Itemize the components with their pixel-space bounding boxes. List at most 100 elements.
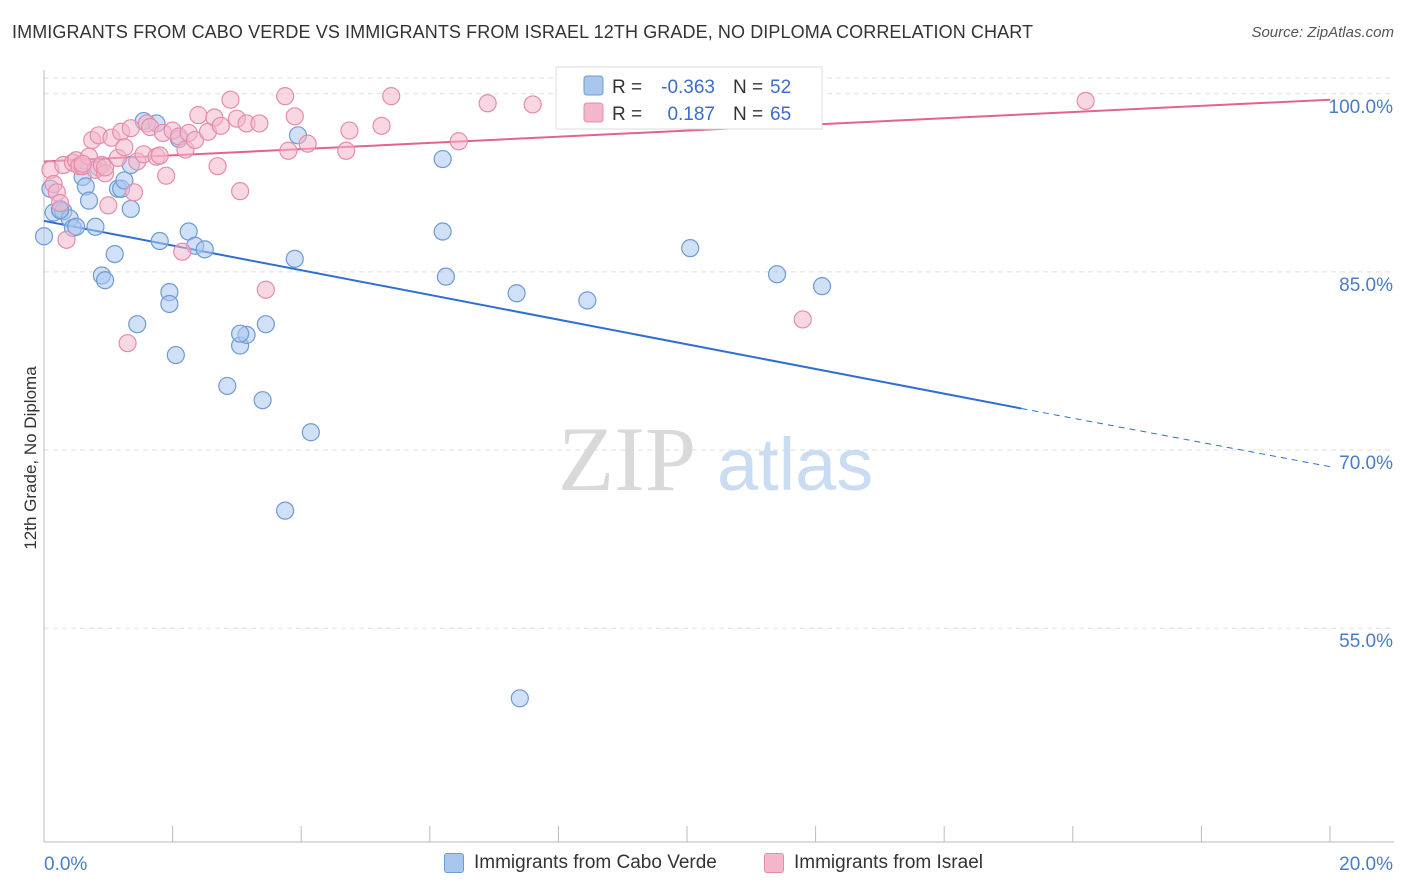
chart-title: IMMIGRANTS FROM CABO VERDE VS IMMIGRANTS… bbox=[12, 22, 1034, 42]
point-cabo-verde-27 bbox=[166, 345, 185, 365]
point-israel-5 bbox=[57, 230, 76, 249]
point-israel-62 bbox=[793, 310, 812, 329]
point-cabo-verde-19 bbox=[121, 199, 140, 219]
point-israel-59 bbox=[478, 94, 497, 113]
y-tick-label-100: 100.0% bbox=[1329, 97, 1394, 118]
stats-r-value-1: -0.363 bbox=[661, 77, 715, 98]
point-cabo-verde-32 bbox=[218, 376, 237, 396]
stats-r-label-1: R = bbox=[612, 77, 642, 98]
y-tick-label-85: 85.0% bbox=[1339, 275, 1393, 296]
grid-lines bbox=[44, 77, 1394, 629]
point-cabo-verde-14 bbox=[95, 271, 115, 290]
legend-item-israel: Immigrants from Israel bbox=[764, 852, 983, 874]
point-cabo-verde-21 bbox=[128, 315, 147, 334]
legend-label-israel: Immigrants from Israel bbox=[794, 852, 983, 873]
point-israel-56 bbox=[372, 116, 391, 135]
point-israel-57 bbox=[382, 87, 401, 106]
point-israel-49 bbox=[256, 280, 275, 299]
point-israel-43 bbox=[211, 116, 230, 135]
point-israel-35 bbox=[173, 242, 192, 261]
legend-item-cabo-verde: Immigrants from Cabo Verde bbox=[444, 852, 717, 874]
stats-r-label-2: R = bbox=[612, 104, 642, 125]
point-israel-22 bbox=[118, 334, 137, 353]
point-cabo-verde-11 bbox=[86, 217, 105, 236]
watermark-atlas: atlas bbox=[717, 423, 873, 506]
point-israel-55 bbox=[340, 121, 359, 140]
x-tick-label-min: 0.0% bbox=[44, 854, 87, 875]
point-israel-60 bbox=[523, 95, 542, 114]
point-cabo-verde-44 bbox=[507, 284, 526, 303]
point-cabo-verde-37 bbox=[276, 501, 295, 520]
trend-line-cabo-verde-extrapolated bbox=[1021, 408, 1331, 468]
stats-n-label-1: N = bbox=[733, 77, 763, 98]
legend-swatch-israel bbox=[764, 853, 784, 873]
point-cabo-verde-46 bbox=[578, 291, 597, 310]
point-israel-3 bbox=[50, 193, 70, 213]
point-israel-58 bbox=[449, 132, 468, 151]
series-legend: Immigrants from Cabo Verde Immigrants fr… bbox=[0, 852, 1406, 878]
point-cabo-verde-0 bbox=[34, 227, 54, 246]
point-cabo-verde-24 bbox=[150, 231, 169, 251]
point-israel-44 bbox=[221, 90, 240, 109]
stats-r-value-2: 0.187 bbox=[667, 104, 715, 125]
stats-swatch-pink bbox=[583, 102, 604, 123]
point-israel-64 bbox=[73, 154, 92, 173]
point-israel-51 bbox=[279, 141, 298, 160]
stats-legend-box: R = -0.363 N = 52 R = 0.187 N = 65 bbox=[555, 66, 823, 130]
y-tick-label-55: 55.0% bbox=[1339, 631, 1393, 652]
point-israel-46 bbox=[231, 182, 250, 201]
point-israel-24 bbox=[124, 183, 144, 202]
point-israel-39 bbox=[189, 106, 208, 125]
point-cabo-verde-36 bbox=[256, 315, 275, 334]
point-israel-42 bbox=[208, 157, 227, 176]
point-israel-50 bbox=[276, 87, 295, 106]
point-cabo-verde-18 bbox=[115, 171, 134, 190]
point-israel-52 bbox=[285, 107, 304, 126]
legend-swatch-cabo-verde bbox=[444, 853, 464, 873]
point-israel-54 bbox=[337, 141, 356, 160]
y-tick-label-70: 70.0% bbox=[1339, 453, 1393, 474]
legend-label-cabo-verde: Immigrants from Cabo Verde bbox=[474, 852, 717, 873]
point-cabo-verde-51 bbox=[231, 324, 250, 343]
point-israel-17 bbox=[99, 196, 118, 215]
point-cabo-verde-26 bbox=[160, 294, 179, 314]
x-tick-label-max: 20.0% bbox=[1339, 854, 1393, 875]
point-israel-30 bbox=[150, 146, 169, 165]
point-israel-32 bbox=[157, 166, 176, 185]
point-cabo-verde-10 bbox=[79, 191, 99, 210]
point-israel-16 bbox=[95, 158, 115, 177]
stats-swatch-blue bbox=[583, 75, 604, 96]
stats-n-label-2: N = bbox=[733, 104, 763, 125]
point-israel-48 bbox=[250, 114, 269, 133]
point-cabo-verde-47 bbox=[681, 239, 700, 258]
point-cabo-verde-7 bbox=[67, 217, 86, 236]
point-cabo-verde-15 bbox=[105, 244, 124, 264]
points-cabo-verde bbox=[34, 111, 832, 708]
trend-line-israel bbox=[43, 98, 1331, 163]
point-cabo-verde-43 bbox=[436, 267, 455, 286]
axes bbox=[43, 70, 1394, 843]
point-cabo-verde-31 bbox=[195, 240, 214, 259]
watermark-zip: ZIP bbox=[558, 408, 696, 510]
point-israel-38 bbox=[186, 130, 205, 150]
point-cabo-verde-35 bbox=[253, 391, 272, 410]
point-cabo-verde-48 bbox=[767, 265, 787, 284]
y-tick-labels: 55.0% 70.0% 85.0% 100.0% bbox=[1329, 97, 1394, 652]
watermark: ZIP atlas bbox=[558, 408, 873, 510]
point-cabo-verde-49 bbox=[812, 277, 832, 296]
point-cabo-verde-42 bbox=[433, 222, 452, 241]
point-israel-63 bbox=[1076, 91, 1095, 110]
point-cabo-verde-45 bbox=[510, 689, 529, 708]
stats-n-value-2: 65 bbox=[770, 104, 791, 125]
y-axis-label: 12th Grade, No Diploma bbox=[21, 366, 40, 550]
point-israel-53 bbox=[298, 134, 317, 153]
point-israel-23 bbox=[121, 119, 140, 138]
point-cabo-verde-41 bbox=[433, 149, 452, 169]
point-israel-21 bbox=[115, 138, 134, 157]
x-tick-labels: 0.0% 20.0% bbox=[44, 854, 1393, 875]
stats-n-value-1: 52 bbox=[770, 77, 791, 98]
point-cabo-verde-38 bbox=[285, 249, 304, 268]
source-label: Source: ZipAtlas.com bbox=[1251, 24, 1394, 41]
points-israel bbox=[41, 85, 1095, 353]
